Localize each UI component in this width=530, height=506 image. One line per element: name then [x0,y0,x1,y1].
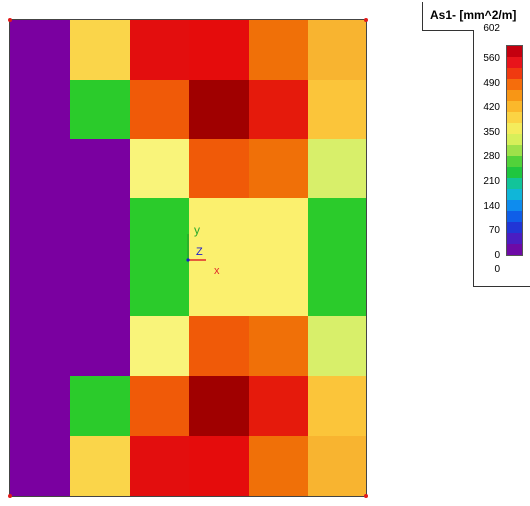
axis-z-label: Z [196,246,203,258]
contour-cell [10,316,70,376]
contour-cell [189,316,249,376]
legend-color-step [507,156,522,167]
legend-max-label: 602 [483,23,500,34]
contour-cell [308,20,366,80]
contour-cell [189,436,249,496]
legend-color-step [507,178,522,189]
contour-cell [249,20,308,80]
legend-tick-label: 560 [483,53,500,64]
contour-cell [10,436,70,496]
legend-min-label: 0 [494,264,500,275]
legend-color-step [507,123,522,134]
legend-color-step [507,222,522,233]
legend-color-step [507,211,522,222]
contour-cell [249,139,308,198]
legend-color-step [507,79,522,90]
contour-cell [189,198,249,257]
axis-y-label: y [194,223,200,237]
legend-tick-label: 140 [483,200,500,212]
contour-cell [130,139,189,198]
contour-cell [130,257,189,316]
legend-title: As1- [mm^2/m] [430,8,517,22]
legend-color-step [507,46,522,57]
contour-cell [10,139,70,198]
contour-cell [70,376,130,436]
contour-plot [9,19,367,497]
contour-cell [189,80,249,139]
legend-color-step [507,200,522,211]
contour-cell [308,376,366,436]
legend-tick-label: 280 [483,151,500,163]
axis-x-label: x [214,265,220,277]
contour-cell [130,80,189,139]
contour-cell [70,198,130,257]
legend-color-step [507,244,522,255]
legend-color-step [507,145,522,156]
contour-cell [10,20,70,80]
contour-cell [308,80,366,139]
legend-tick-label: 0 [494,249,500,261]
contour-cell [249,316,308,376]
contour-cell [130,436,189,496]
legend-tick-label: 210 [483,176,500,187]
contour-cell [70,139,130,198]
contour-cell [308,257,366,316]
axis-triad-icon: y Z x [186,223,220,277]
legend-tick-label: 350 [483,126,500,138]
contour-cell [249,198,308,257]
contour-cell [249,436,308,496]
contour-cell [308,436,366,496]
legend-tick-label: 420 [483,102,500,114]
contour-cell [189,376,249,436]
contour-cell [249,80,308,139]
legend-color-step [507,233,522,244]
contour-cell [130,198,189,257]
contour-cell [70,80,130,139]
legend-tick-label: 490 [483,77,500,89]
legend-color-step [507,57,522,68]
legend-color-step [507,189,522,200]
contour-cell [70,257,130,316]
contour-cell [189,20,249,80]
legend-color-step [507,167,522,178]
contour-cell [130,20,189,80]
corner-node-top-left [8,18,12,22]
contour-cell [249,257,308,316]
contour-cell [10,80,70,139]
contour-cell [70,436,130,496]
legend-tick-label: 70 [488,225,500,237]
legend-color-scale [506,45,523,256]
corner-node-top-right [364,18,368,22]
contour-cell [130,316,189,376]
legend-color-step [507,90,522,101]
corner-node-bottom-left [8,494,12,498]
legend-color-step [507,68,522,79]
contour-cell [189,257,249,316]
contour-cell [308,198,366,257]
legend-color-step [507,112,522,123]
legend-color-step [507,101,522,112]
corner-node-bottom-right [364,494,368,498]
contour-cell [130,376,189,436]
contour-cell [249,376,308,436]
contour-cell [10,376,70,436]
legend-header [422,2,530,31]
legend-color-step [507,134,522,145]
contour-cell [308,316,366,376]
contour-cell [70,316,130,376]
contour-cell [189,139,249,198]
contour-cell [10,257,70,316]
contour-cell [10,198,70,257]
contour-cell [308,139,366,198]
contour-cell [70,20,130,80]
